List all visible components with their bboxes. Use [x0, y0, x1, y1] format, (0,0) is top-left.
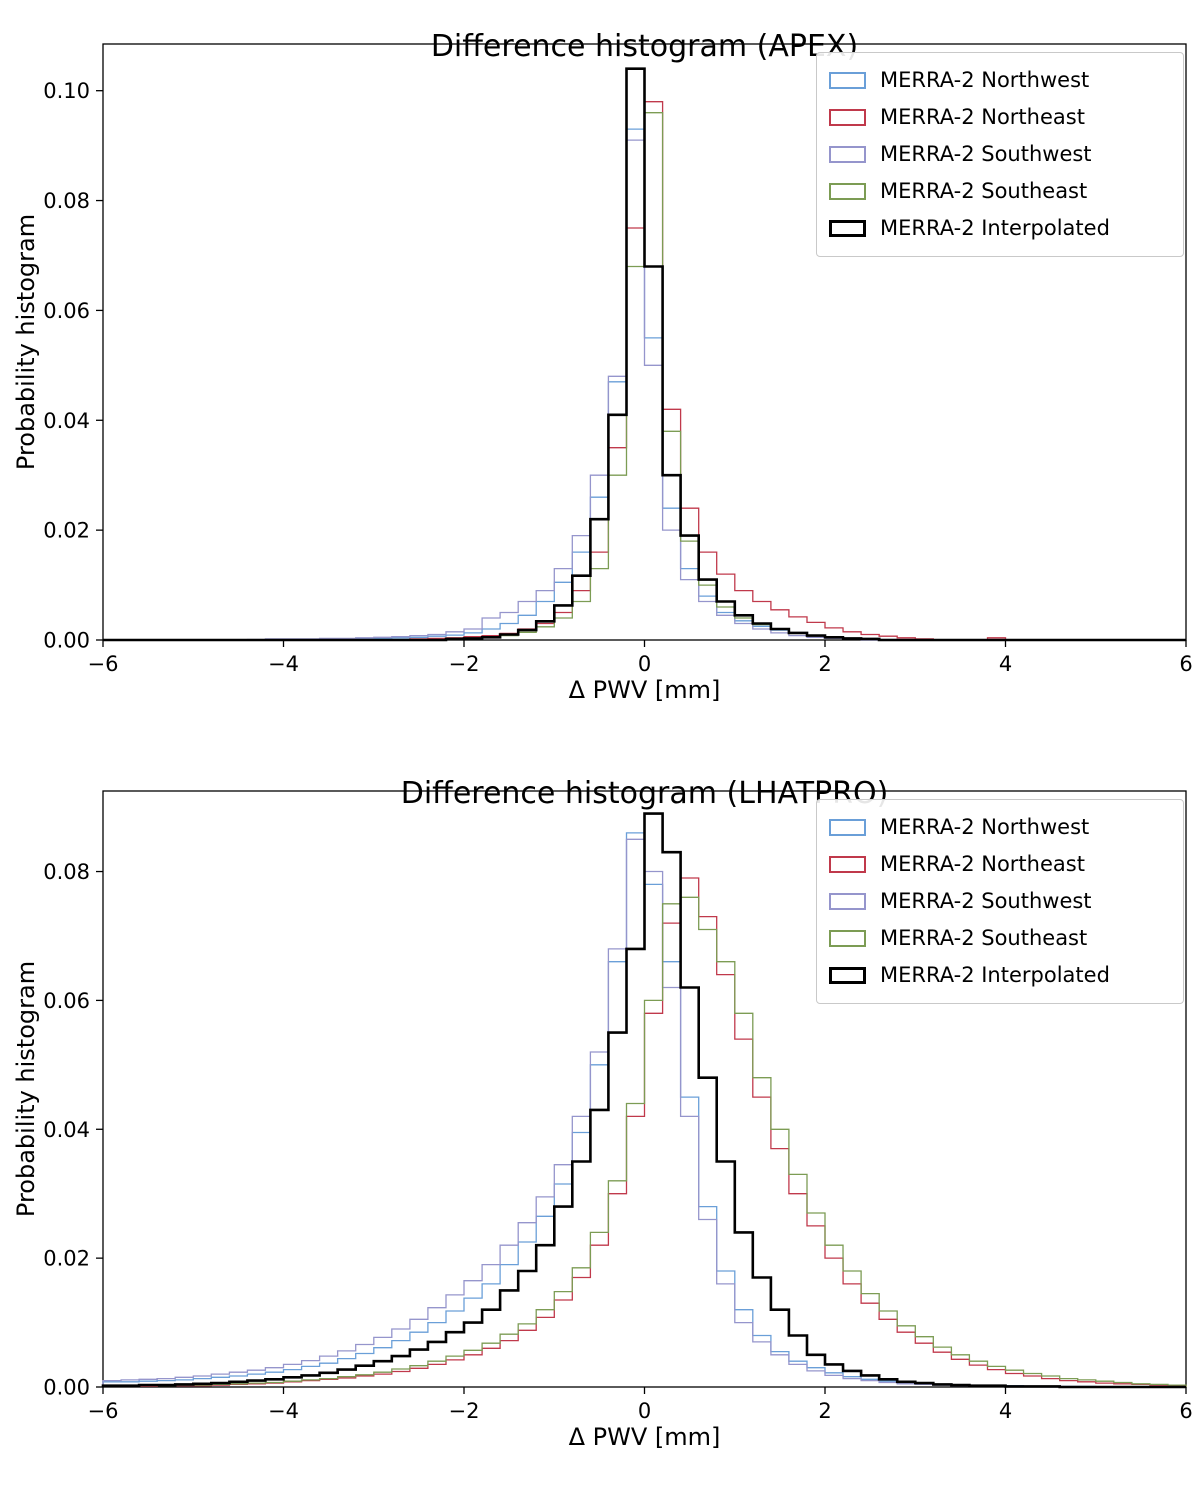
legend-label: MERRA-2 Northeast	[880, 105, 1085, 129]
y-axis-label-apex: Probability histogram	[12, 213, 40, 471]
legend-swatch-merra-2-northwest	[829, 72, 866, 89]
legend-label: MERRA-2 Northwest	[880, 68, 1090, 92]
legend-item-merra-2-northeast: MERRA-2 Northeast	[829, 99, 1171, 136]
x-tick-label: 0	[638, 652, 651, 676]
legend-item-merra-2-northwest: MERRA-2 Northwest	[829, 62, 1171, 99]
legend-item-merra-2-southeast: MERRA-2 Southeast	[829, 920, 1171, 957]
legend-swatch-merra-2-northeast	[829, 109, 866, 126]
x-tick-label: −4	[268, 652, 299, 676]
legend-item-merra-2-interpolated: MERRA-2 Interpolated	[829, 210, 1171, 247]
y-tick-label: 0.00	[43, 1376, 90, 1400]
y-tick-label: 0.08	[43, 860, 90, 884]
x-tick-label: −4	[268, 1399, 299, 1423]
legend-label: MERRA-2 Northwest	[880, 815, 1090, 839]
legend-item-merra-2-southwest: MERRA-2 Southwest	[829, 883, 1171, 920]
plot-canvas: −6 −4 −2 0 2 4 6 0.00 0.02 0.04 0.06 0.08 0.10	[43, 43, 1193, 676]
x-tick-label: 2	[818, 1399, 831, 1423]
legend-label: MERRA-2 Southwest	[880, 142, 1092, 166]
x-tick-label: −6	[88, 1399, 119, 1423]
figure-apex: −6 −4 −2 0 2 4 6 0.00 0.02 0.04 0.06 0.08 0.10 Diffe…	[0, 0, 1200, 747]
plot-area-apex: −6 −4 −2 0 2 4 6 0.00 0.02 0.04 0.06 0.08 0.10	[0, 0, 1200, 747]
legend-apex: MERRA-2 Northwest MERRA-2 Northeast MERRA-…	[816, 52, 1184, 257]
y-tick-label: 0.02	[43, 1247, 90, 1271]
legend-swatch-merra-2-interpolated	[829, 967, 866, 984]
histogram-series-merra-2-southeast	[102, 896, 1187, 1388]
x-tick-label: 6	[1179, 652, 1192, 676]
x-tick-label: −6	[88, 652, 119, 676]
x-tick-label: 0	[638, 1399, 651, 1423]
y-tick-label: 0.04	[43, 1118, 90, 1142]
legend-item-merra-2-southwest: MERRA-2 Southwest	[829, 136, 1171, 173]
plot-area-lhatpro: −6 −4 −2 0 2 4 6 0.00 0.02 0.04 0.06 0.08	[0, 747, 1200, 1494]
legend-item-merra-2-southeast: MERRA-2 Southeast	[829, 173, 1171, 210]
y-tick-label: 0.06	[43, 989, 90, 1013]
histogram-series-merra-2-interpolated	[103, 67, 1186, 642]
legend-label: MERRA-2 Interpolated	[880, 216, 1110, 240]
legend-swatch-merra-2-southwest	[829, 146, 866, 163]
legend-swatch-merra-2-southeast	[829, 183, 866, 200]
figure-lhatpro: −6 −4 −2 0 2 4 6 0.00 0.02 0.04 0.06 0.08 Differenc…	[0, 747, 1200, 1494]
legend-swatch-merra-2-southeast	[829, 930, 866, 947]
x-tick-label: 4	[999, 652, 1012, 676]
x-tick-label: −2	[449, 1399, 480, 1423]
x-tick-label: 2	[818, 652, 831, 676]
legend-item-merra-2-interpolated: MERRA-2 Interpolated	[829, 957, 1171, 994]
legend-swatch-merra-2-northeast	[829, 856, 866, 873]
y-tick-label: 0.06	[43, 299, 90, 323]
legend-label: MERRA-2 Northeast	[880, 852, 1085, 876]
legend-item-merra-2-northeast: MERRA-2 Northeast	[829, 846, 1171, 883]
x-tick-label: 4	[999, 1399, 1012, 1423]
legend-swatch-merra-2-southwest	[829, 893, 866, 910]
legend-swatch-merra-2-northwest	[829, 819, 866, 836]
chart-title-apex: Difference histogram (APEX)	[430, 28, 859, 64]
y-tick-label: 0.02	[43, 519, 90, 543]
x-axis-label-apex: Δ PWV [mm]	[568, 676, 721, 704]
legend-swatch-merra-2-interpolated	[829, 220, 866, 237]
x-tick-label: −2	[449, 652, 480, 676]
y-tick-label: 0.10	[43, 79, 90, 103]
legend-label: MERRA-2 Southwest	[880, 889, 1092, 913]
histogram-series-merra-2-interpolated	[101, 812, 1186, 1389]
y-tick-label: 0.00	[43, 629, 90, 653]
legend-item-merra-2-northwest: MERRA-2 Northwest	[829, 809, 1171, 846]
y-axis-label-lhatpro: Probability histogram	[12, 960, 40, 1218]
chart-title-lhatpro: Difference histogram (LHATPRO)	[400, 775, 889, 811]
plot-canvas: −6 −4 −2 0 2 4 6 0.00 0.02 0.04 0.06 0.08	[43, 790, 1193, 1423]
x-axis-label-lhatpro: Δ PWV [mm]	[568, 1423, 721, 1451]
y-tick-label: 0.04	[43, 409, 90, 433]
legend-label: MERRA-2 Southeast	[880, 179, 1088, 203]
legend-label: MERRA-2 Southeast	[880, 926, 1088, 950]
legend-lhatpro: MERRA-2 Northwest MERRA-2 Northeast MERRA-…	[816, 799, 1184, 1004]
x-tick-label: 6	[1179, 1399, 1192, 1423]
y-tick-label: 0.08	[43, 189, 90, 213]
legend-label: MERRA-2 Interpolated	[880, 963, 1110, 987]
